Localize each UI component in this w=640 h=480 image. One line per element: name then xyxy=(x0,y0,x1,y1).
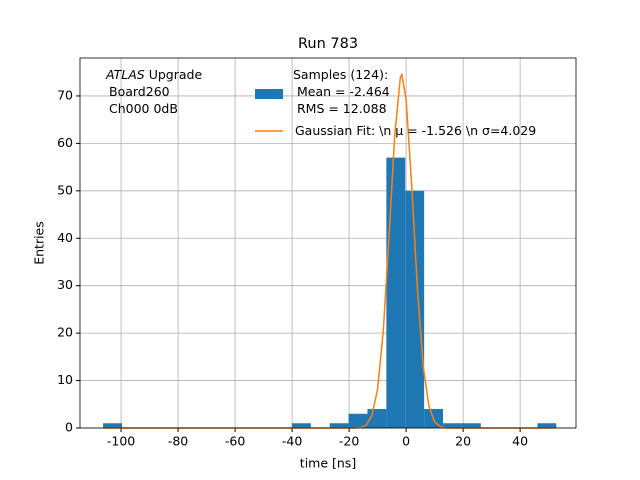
x-axis-label: time [ns] xyxy=(300,456,356,471)
y-tick-label: 40 xyxy=(57,230,73,245)
x-tick-label: -80 xyxy=(168,434,188,449)
x-tick-label: -20 xyxy=(339,434,359,449)
histogram-bar xyxy=(461,423,481,428)
x-tick-label: -40 xyxy=(282,434,302,449)
fit-line xyxy=(103,72,555,429)
y-tick-label: 10 xyxy=(57,372,73,387)
annotation-line: Ch000 0dB xyxy=(109,101,178,116)
y-tick-label: 0 xyxy=(65,420,73,435)
histogram-bar xyxy=(443,423,462,428)
x-tick-label: 0 xyxy=(402,434,410,449)
y-tick-label: 50 xyxy=(57,182,73,197)
histogram-bar xyxy=(329,423,349,428)
x-tick-label: 20 xyxy=(455,434,471,449)
annotation-experiment: ATLAS xyxy=(106,67,145,82)
y-axis-label: Entries xyxy=(32,221,47,265)
annotation-text: Upgrade xyxy=(148,67,203,82)
histogram-bar xyxy=(348,413,368,428)
histogram-bar xyxy=(103,423,122,428)
histogram-bar xyxy=(537,423,557,428)
annotation-line: Board260 xyxy=(109,84,170,99)
legend-label: Samples (124): Mean = -2.464 RMS = 12.08… xyxy=(293,67,390,116)
y-tick-label: 70 xyxy=(57,87,73,102)
histogram-bar xyxy=(386,157,406,428)
annotation: ATLAS Upgrade xyxy=(106,66,202,83)
histogram-bar xyxy=(405,190,425,428)
chart-title: Run 783 xyxy=(298,36,358,52)
legend-label: Gaussian Fit: \n μ = -1.526 \n σ=4.029 xyxy=(295,123,537,138)
x-tick-label: 40 xyxy=(512,434,528,449)
y-tick-label: 30 xyxy=(57,277,73,292)
x-tick-label: -100 xyxy=(107,434,135,449)
y-tick-label: 20 xyxy=(57,325,73,340)
histogram-bar xyxy=(291,423,311,428)
legend-patch xyxy=(255,89,283,99)
axes-frame xyxy=(79,57,577,429)
x-tick-label: -60 xyxy=(225,434,245,449)
y-tick-label: 60 xyxy=(57,135,73,150)
